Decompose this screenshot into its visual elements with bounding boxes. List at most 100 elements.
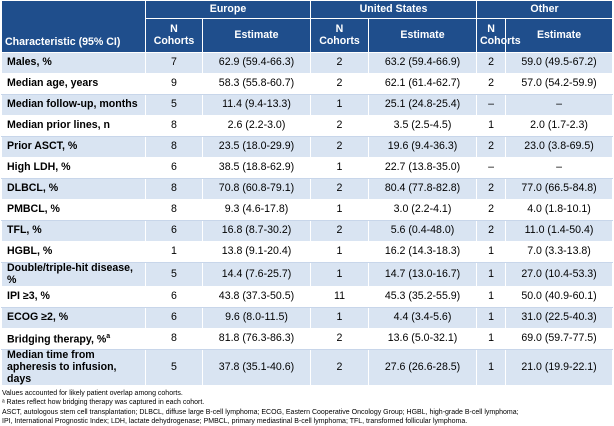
other-n-cohorts-cell: – [476, 94, 507, 116]
other-estimate-cell: 27.0 (10.4-53.3) [505, 261, 614, 288]
other-estimate-cell: 11.0 (1.4-50.4) [505, 220, 614, 242]
europe-n-cohorts-cell: 6 [145, 307, 203, 330]
other-n-cohorts-cell: – [476, 157, 507, 179]
us-n-cohorts-cell: 2 [310, 52, 369, 74]
us-estimate-cell: 4.4 (3.4-5.6) [367, 307, 478, 330]
us-estimate-cell: 22.7 (13.8-35.0) [367, 157, 478, 179]
europe-estimate-cell: 43.8 (37.3-50.5) [202, 286, 311, 309]
footnote-bridging: ᵃ Rates reflect how bridging therapy was… [2, 399, 205, 407]
europe-estimate-cell: 38.5 (18.8-62.9) [202, 157, 311, 179]
us-n-cohorts-cell: 1 [310, 307, 369, 330]
table-body: Males, % 7 62.9 (59.4-66.3) 2 63.2 (59.4-66.… [1, 52, 614, 387]
table-row: ECOG ≥2, % 6 9.6 (8.0-11.5) 1 4.4 (3.4-5.6) 1… [1, 307, 614, 330]
footnote-abbreviations-1: ASCT, autologous stem cell transplantati… [2, 408, 519, 416]
europe-estimate-cell: 16.8 (8.7-30.2) [202, 220, 311, 242]
characteristics-table: Characteristic (95% CI) Europe United St… [1, 0, 614, 387]
europe-estimate-cell: 81.8 (76.3-86.3) [202, 328, 311, 351]
row-label: Males, % [1, 52, 146, 74]
row-label: PMBCL, % [1, 199, 146, 221]
europe-n-cohorts-cell: 9 [145, 73, 203, 95]
other-estimate-cell: 59.0 (49.5-67.2) [505, 52, 614, 74]
us-estimate-cell: 3.0 (2.2-4.1) [367, 199, 478, 221]
characteristic-header: Characteristic (95% CI) [1, 0, 146, 53]
other-n-cohorts-cell: 1 [476, 328, 507, 351]
table-row: DLBCL, % 8 70.8 (60.8-79.1) 2 80.4 (77.8-82.… [1, 178, 614, 200]
table-row: High LDH, % 6 38.5 (18.8-62.9) 1 22.7 (13.8-… [1, 157, 614, 179]
us-estimate-cell: 27.6 (26.6-28.5) [367, 349, 478, 387]
row-label: ECOG ≥2, % [1, 307, 146, 330]
us-estimate-cell: 45.3 (35.2-55.9) [367, 286, 478, 309]
row-label: TFL, % [1, 220, 146, 242]
europe-n-cohorts-cell: 8 [145, 199, 203, 221]
us-n-cohorts-cell: 1 [310, 157, 369, 179]
other-n-cohorts-cell: 1 [476, 286, 507, 309]
us-n-cohorts-cell: 1 [310, 261, 369, 288]
table-row: Males, % 7 62.9 (59.4-66.3) 2 63.2 (59.4-66.… [1, 52, 614, 74]
table-row: Prior ASCT, % 8 23.5 (18.0-29.9) 2 19.6 (9.4… [1, 136, 614, 158]
europe-estimate-cell: 9.6 (8.0-11.5) [202, 307, 311, 330]
other-estimate-cell: 4.0 (1.8-10.1) [505, 199, 614, 221]
row-label: Median prior lines, n [1, 115, 146, 137]
table-row: Bridging therapy, %a 8 81.8 (76.3-86.3) 2 13… [1, 328, 614, 351]
other-estimate-cell: 31.0 (22.5-40.3) [505, 307, 614, 330]
row-label: DLBCL, % [1, 178, 146, 200]
table-row: PMBCL, % 8 9.3 (4.6-17.8) 1 3.0 (2.2-4.1) 2 4.… [1, 199, 614, 221]
other-n-cohorts-cell: 2 [476, 73, 507, 95]
other-n-cohorts-cell: 1 [476, 261, 507, 288]
other-estimate-cell: – [505, 94, 614, 116]
us-n-cohorts-cell: 2 [310, 349, 369, 387]
row-label: Median follow-up, months [1, 94, 146, 116]
europe-n-cohorts-cell: 5 [145, 94, 203, 116]
row-label: HGBL, % [1, 241, 146, 263]
other-estimate-cell: 77.0 (66.5-84.8) [505, 178, 614, 200]
us-estimate-cell: 16.2 (14.3-18.3) [367, 241, 478, 263]
other-estimate-cell: 23.0 (3.8-69.5) [505, 136, 614, 158]
row-label: Prior ASCT, % [1, 136, 146, 158]
other-n-cohorts-cell: 1 [476, 241, 507, 263]
other-n-cohorts-cell: 2 [476, 52, 507, 74]
europe-n-cohorts-header: N Cohorts [145, 18, 203, 53]
table-row: HGBL, % 1 13.8 (9.1-20.4) 1 16.2 (14.3-18.3)… [1, 241, 614, 263]
europe-n-cohorts-cell: 6 [145, 286, 203, 309]
europe-estimate-cell: 2.6 (2.2-3.0) [202, 115, 311, 137]
europe-estimate-cell: 62.9 (59.4-66.3) [202, 52, 311, 74]
other-n-cohorts-cell: 2 [476, 199, 507, 221]
us-estimate-cell: 19.6 (9.4-36.3) [367, 136, 478, 158]
europe-estimate-cell: 23.5 (18.0-29.9) [202, 136, 311, 158]
europe-n-cohorts-cell: 6 [145, 157, 203, 179]
us-estimate-cell: 63.2 (59.4-66.9) [367, 52, 478, 74]
us-n-cohorts-cell: 1 [310, 94, 369, 116]
europe-estimate-cell: 37.8 (35.1-40.6) [202, 349, 311, 387]
europe-n-cohorts-cell: 8 [145, 178, 203, 200]
row-label: Bridging therapy, %a [1, 328, 146, 351]
other-n-cohorts-cell: 2 [476, 220, 507, 242]
europe-estimate-cell: 9.3 (4.6-17.8) [202, 199, 311, 221]
europe-estimate-cell: 70.8 (60.8-79.1) [202, 178, 311, 200]
other-n-cohorts-cell: 2 [476, 136, 507, 158]
footnotes: Values accounted for likely patient over… [2, 389, 614, 426]
us-n-cohorts-header: N Cohorts [310, 18, 369, 53]
other-estimate-cell: 7.0 (3.3-13.8) [505, 241, 614, 263]
row-label: Double/triple-hit disease, % [1, 261, 146, 288]
us-estimate-cell: 14.7 (13.0-16.7) [367, 261, 478, 288]
us-n-cohorts-cell: 2 [310, 136, 369, 158]
other-estimate-cell: – [505, 157, 614, 179]
other-n-cohorts-cell: 2 [476, 178, 507, 200]
table-row: Double/triple-hit disease, % 5 14.4 (7.6-2… [1, 261, 614, 288]
other-n-cohorts-cell: 1 [476, 307, 507, 330]
us-n-cohorts-cell: 1 [310, 241, 369, 263]
europe-estimate-cell: 58.3 (55.8-60.7) [202, 73, 311, 95]
table-row: Median follow-up, months 5 11.4 (9.4-13.3)… [1, 94, 614, 116]
us-estimate-cell: 3.5 (2.5-4.5) [367, 115, 478, 137]
footnote-abbreviations-2: IPI, International Prognostic Index; LDH… [2, 417, 468, 425]
us-n-cohorts-cell: 2 [310, 328, 369, 351]
table-row: TFL, % 6 16.8 (8.7-30.2) 2 5.6 (0.4-48.0) 2 11… [1, 220, 614, 242]
us-n-cohorts-cell: 11 [310, 286, 369, 309]
us-estimate-cell: 13.6 (5.0-32.1) [367, 328, 478, 351]
europe-n-cohorts-cell: 8 [145, 136, 203, 158]
other-estimate-cell: 57.0 (54.2-59.9) [505, 73, 614, 95]
table-row: IPI ≥3, % 6 43.8 (37.3-50.5) 11 45.3 (35.2-5… [1, 286, 614, 309]
europe-header: Europe [145, 0, 311, 19]
europe-estimate-header: Estimate [202, 18, 311, 53]
europe-n-cohorts-cell: 1 [145, 241, 203, 263]
